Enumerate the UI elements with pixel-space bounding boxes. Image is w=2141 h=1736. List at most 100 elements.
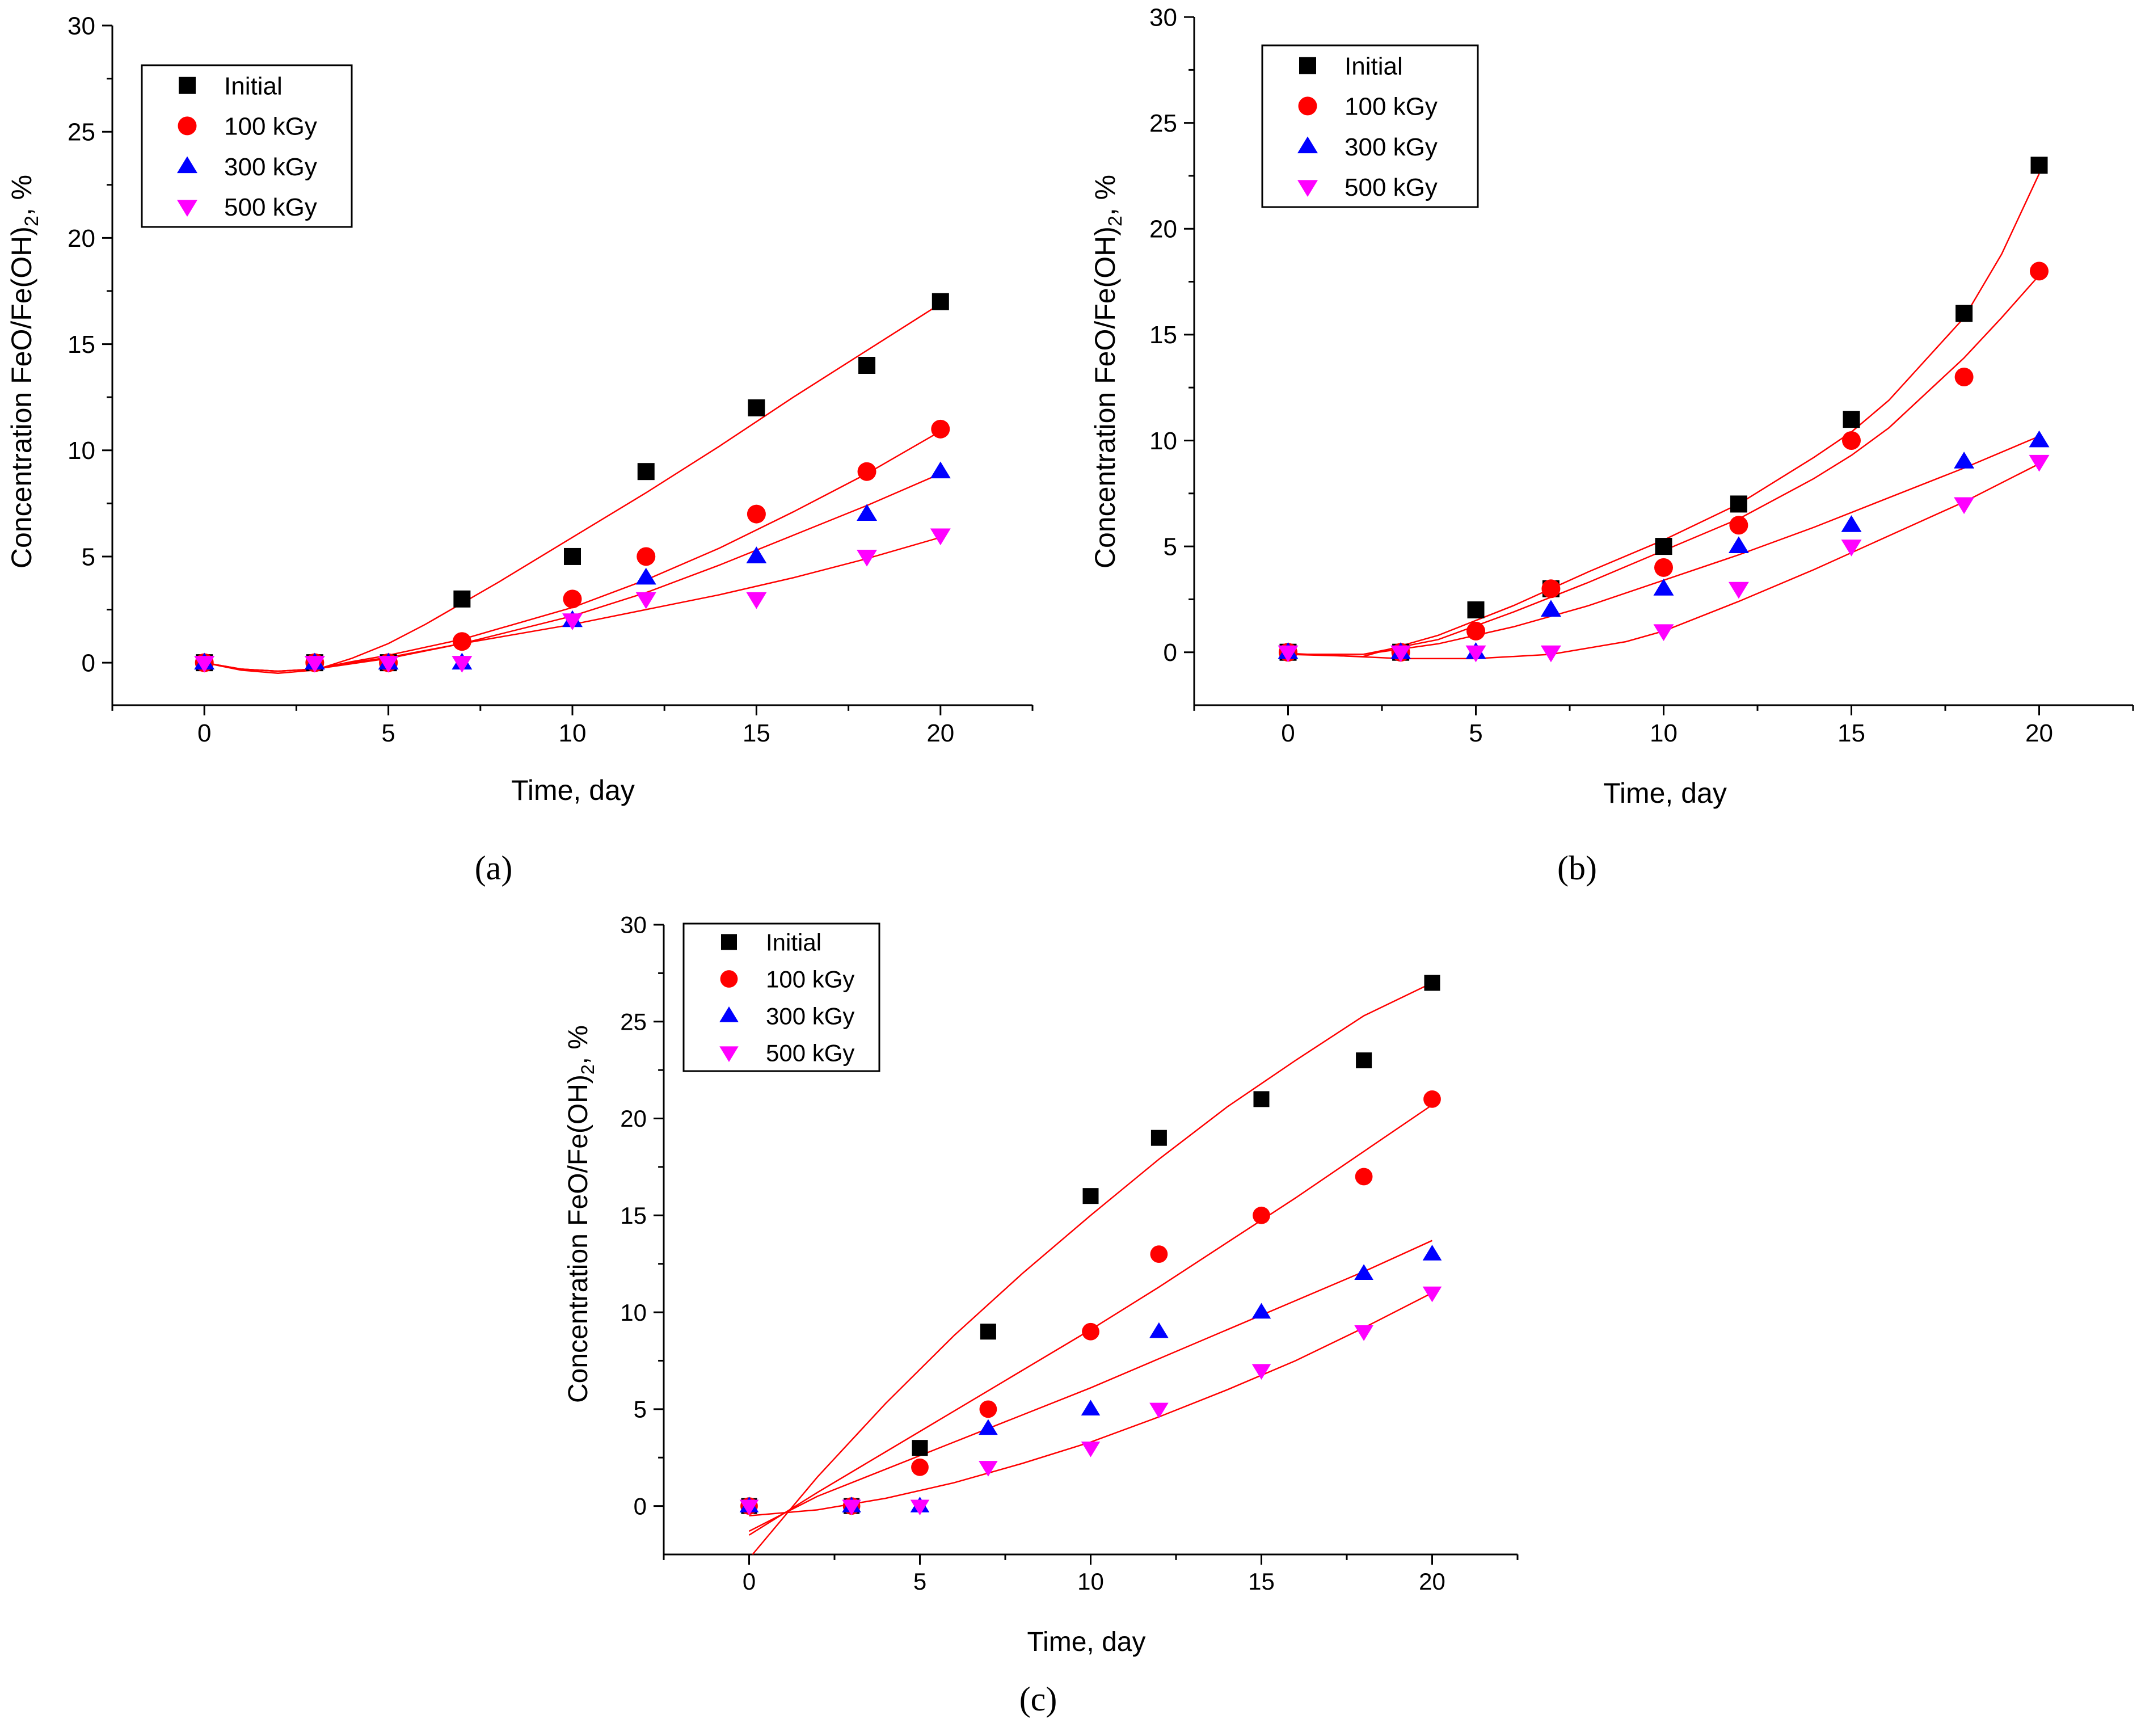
data-point-300-kgy <box>1354 1264 1373 1280</box>
data-point-300-kgy <box>1728 536 1749 554</box>
data-point-500-kgy <box>746 592 767 609</box>
y-axis-label-c: Concentration FeO/Fe(OH)2, % <box>563 1025 598 1403</box>
data-point-500-kgy <box>1540 645 1561 663</box>
y-tick-label-b: 25 <box>1149 109 1177 137</box>
legend-b: Initial 100 kGy 300 kGy 500 kGy <box>1261 44 1479 208</box>
y-axis-label-b: Concentration FeO/Fe(OH)2, % <box>1089 175 1126 568</box>
data-point-500-kgy <box>1728 582 1749 599</box>
panel-label-a: (a) <box>475 849 513 887</box>
x-tick-label-b: 0 <box>1281 719 1295 747</box>
data-point-initial <box>1467 601 1485 619</box>
data-point-100-kgy <box>1355 1168 1373 1186</box>
y-tick-label-a: 20 <box>68 225 95 252</box>
data-point-500-kgy <box>1954 497 1975 515</box>
legend-label-initial: Initial <box>1345 52 1403 80</box>
data-point-300-kgy <box>1653 579 1674 596</box>
x-tick-label-b: 20 <box>2025 719 2053 747</box>
legend-label-500-kgy: 500 kGy <box>224 193 317 221</box>
data-point-initial <box>932 293 949 310</box>
data-point-300-kgy <box>1081 1400 1101 1416</box>
data-point-500-kgy <box>1841 540 1862 557</box>
data-point-500-kgy <box>739 1499 759 1516</box>
data-point-500-kgy <box>1465 645 1486 663</box>
data-point-initial <box>748 399 765 416</box>
x-tick-label-b: 10 <box>1650 719 1678 747</box>
chart-panel-a: 0 5 10 15 20 25 30 0 5 10 15 20 Time, day Concentra… <box>6 12 1034 806</box>
legend-marker-initial <box>721 934 737 950</box>
data-point-initial <box>564 547 581 565</box>
legend-marker-300-kgy <box>719 1006 739 1022</box>
data-point-500-kgy <box>1653 624 1674 642</box>
legend-label-initial: Initial <box>766 929 821 956</box>
x-tick-label-a: 10 <box>559 719 587 747</box>
data-point-500-kgy <box>842 1499 861 1516</box>
data-point-100-kgy <box>747 504 766 524</box>
legend-box-a <box>141 64 353 228</box>
data-point-500-kgy <box>1422 1286 1442 1303</box>
plot-area-c: 0 5 10 15 20 25 30 0 5 10 15 20 <box>620 912 1519 1595</box>
data-point-500-kgy <box>1390 645 1411 663</box>
y-tick-label-c: 20 <box>620 1105 647 1132</box>
data-point-500-kgy <box>1354 1325 1373 1341</box>
fit-curve-300-kgy <box>748 1240 1433 1532</box>
data-point-500-kgy <box>378 656 399 673</box>
data-point-initial <box>1955 305 1973 322</box>
data-point-500-kgy <box>1251 1364 1271 1380</box>
data-point-initial <box>858 357 876 374</box>
data-point-100-kgy <box>1654 558 1673 577</box>
data-point-100-kgy <box>1150 1245 1168 1263</box>
x-tick-label-b: 15 <box>1837 719 1865 747</box>
legend-label-100-kgy: 100 kGy <box>1345 93 1438 121</box>
legend-label-initial: Initial <box>224 72 283 100</box>
x-tick-label-c: 20 <box>1419 1568 1445 1595</box>
legend-a: Initial 100 kGy 300 kGy 500 kGy <box>141 64 353 228</box>
y-tick-label-c: 0 <box>634 1493 647 1519</box>
data-point-300-kgy <box>746 546 767 563</box>
data-point-initial <box>2030 157 2048 174</box>
y-tick-label-b: 5 <box>1164 533 1177 561</box>
legend-label-300-kgy: 300 kGy <box>766 1003 854 1030</box>
data-point-500-kgy <box>910 1499 930 1516</box>
data-point-initial <box>912 1440 928 1456</box>
data-point-100-kgy <box>1729 516 1748 535</box>
data-point-500-kgy <box>635 592 656 609</box>
data-point-100-kgy <box>1541 579 1561 599</box>
y-tick-label-a: 30 <box>68 12 95 40</box>
data-point-initial <box>1655 538 1672 555</box>
y-tick-label-a: 0 <box>82 650 95 677</box>
y-tick-label-b: 20 <box>1149 216 1177 243</box>
data-point-100-kgy <box>2030 262 2049 281</box>
data-point-initial <box>1253 1091 1270 1107</box>
x-axis-label-c: Time, day <box>1027 1627 1146 1657</box>
data-point-300-kgy <box>857 504 878 521</box>
data-point-100-kgy <box>563 589 582 609</box>
legend-label-100-kgy: 100 kGy <box>766 966 854 993</box>
legend-c: Initial 100 kGy 300 kGy 500 kGy <box>682 922 880 1072</box>
legend-box-c <box>682 922 880 1072</box>
y-tick-label-a: 5 <box>82 543 95 571</box>
legend-label-500-kgy: 500 kGy <box>1345 174 1438 201</box>
data-point-initial <box>980 1324 996 1340</box>
data-point-initial <box>1150 1130 1167 1146</box>
x-tick-label-c: 15 <box>1248 1568 1275 1595</box>
y-tick-label-c: 25 <box>620 1008 647 1035</box>
chart-panel-c: 0 5 10 15 20 25 30 0 5 10 15 20 Time, day Concentra… <box>563 912 1519 1657</box>
panel-label-c: (c) <box>1019 1680 1057 1718</box>
y-tick-label-a: 25 <box>68 119 95 146</box>
legend-label-100-kgy: 100 kGy <box>224 113 317 141</box>
data-point-300-kgy <box>1841 515 1862 532</box>
legend-marker-500-kgy <box>177 200 197 217</box>
legend-marker-500-kgy <box>719 1046 739 1062</box>
data-point-100-kgy <box>1423 1090 1441 1108</box>
data-point-100-kgy <box>1842 431 1861 450</box>
data-point-initial <box>1843 411 1860 428</box>
legend-marker-500-kgy <box>1297 180 1318 197</box>
x-tick-label-a: 20 <box>926 719 954 747</box>
data-point-initial <box>1424 975 1440 991</box>
plot-area-a: 0 5 10 15 20 25 30 0 5 10 15 20 <box>68 12 1034 747</box>
legend-label-300-kgy: 300 kGy <box>224 153 317 181</box>
y-tick-label-b: 30 <box>1149 3 1177 31</box>
data-point-500-kgy <box>452 656 473 673</box>
data-point-300-kgy <box>930 461 951 479</box>
